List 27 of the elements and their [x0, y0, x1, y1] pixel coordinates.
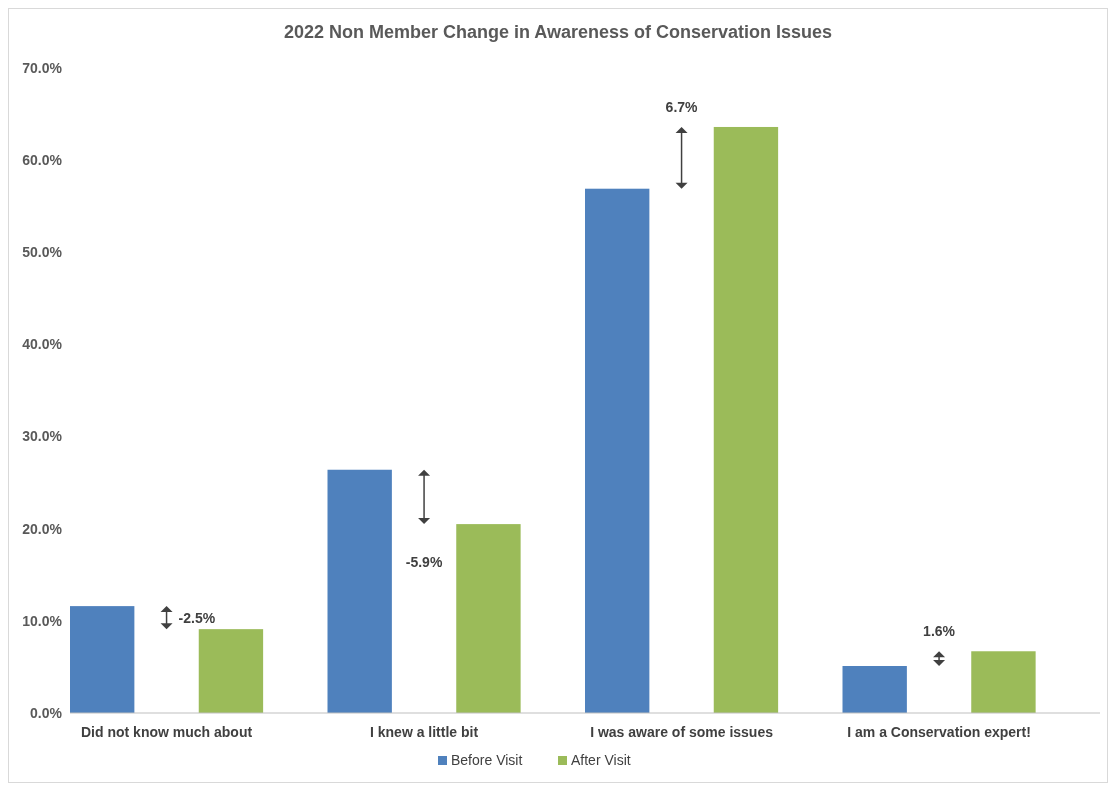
legend-label: Before Visit: [451, 752, 523, 768]
bar: [198, 629, 264, 713]
y-tick-label: 0.0%: [30, 704, 63, 721]
y-tick-label: 10.0%: [22, 612, 63, 629]
annotation: -5.9%: [405, 554, 443, 571]
y-tick-label: 40.0%: [22, 336, 63, 353]
bar: [456, 524, 521, 713]
annotation: -2.5%: [178, 609, 216, 626]
y-tick-label: 70.0%: [22, 59, 63, 76]
y-tick-label: 20.0%: [22, 520, 63, 537]
bar: [327, 469, 392, 713]
bar: [713, 126, 779, 713]
x-tick-label: Did not know much about: [81, 724, 253, 740]
bar: [585, 188, 650, 713]
annotation: 6.7%: [665, 98, 699, 115]
annotation: 1.6%: [923, 623, 956, 640]
x-tick-label: I knew a little bit: [369, 724, 479, 740]
bar: [70, 606, 135, 713]
legend-label: After Visit: [571, 752, 631, 768]
bar: [842, 666, 907, 713]
y-tick-label: 30.0%: [22, 428, 63, 445]
chart-title: 2022 Non Member Change in Awareness of Conservation Issues: [283, 22, 833, 42]
y-tick-label: 60.0%: [22, 152, 63, 169]
bar: [971, 651, 1036, 713]
y-tick-label: 50.0%: [22, 244, 63, 261]
x-tick-label: I am a Conservation expert!: [847, 724, 1031, 740]
x-tick-label: I was aware of some issues: [590, 724, 774, 740]
